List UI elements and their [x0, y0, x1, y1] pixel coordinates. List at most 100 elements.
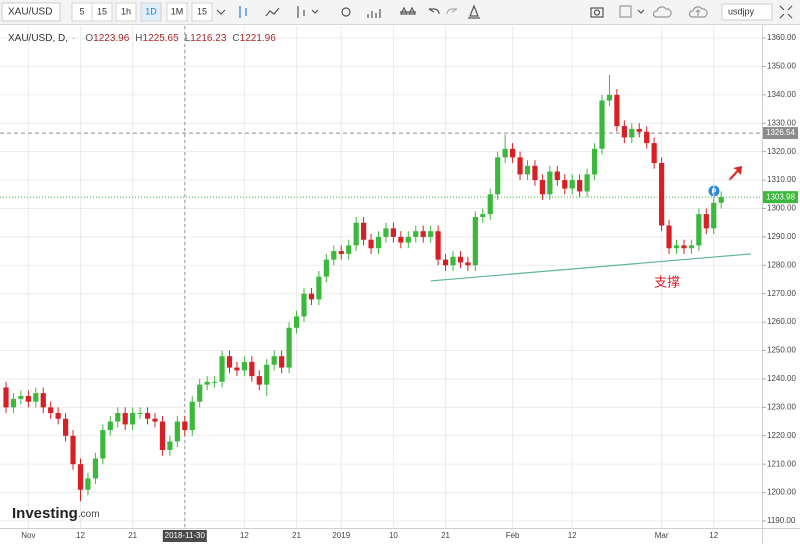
candle-body — [696, 214, 702, 246]
ohlc-legend: XAU/USD, D, · O1223.96 H1225.65 L1216.23 C122… — [8, 33, 276, 44]
candle-body — [472, 216, 478, 266]
candle-body — [85, 478, 91, 490]
candle-body — [189, 401, 195, 431]
plot — [0, 26, 762, 528]
candle-body — [614, 94, 620, 127]
candle-body — [107, 421, 113, 431]
candle-body — [495, 157, 501, 195]
candle-body — [584, 174, 590, 192]
candle-body — [346, 245, 352, 254]
x-tick-label: 21 — [128, 531, 137, 540]
interval-button[interactable] — [166, 2, 188, 22]
candle-body — [115, 413, 121, 422]
interval-label: 15 — [197, 6, 207, 16]
candle-body — [368, 239, 374, 249]
candle-body — [130, 413, 136, 425]
candle-body — [286, 327, 292, 368]
y-tick-label: 1350.00 — [767, 62, 796, 71]
arrow-icon — [728, 166, 742, 181]
candle-body — [92, 458, 98, 479]
candle-body — [40, 393, 46, 408]
candle-body — [524, 165, 531, 175]
candle-body — [502, 148, 508, 158]
y-tick-label: 1330.00 — [767, 118, 796, 127]
candle-body — [718, 197, 724, 203]
candle-body — [487, 194, 493, 215]
candle-body — [3, 387, 9, 408]
candle-body — [383, 228, 389, 237]
y-tick-label: 1320.00 — [767, 147, 796, 156]
y-tick-label: 1220.00 — [767, 431, 796, 440]
interval-label: 15 — [97, 6, 107, 16]
trendline — [430, 253, 752, 282]
interval-button[interactable] — [191, 2, 213, 22]
x-tick-label: 12 — [76, 531, 85, 540]
x-tick-label: 21 — [441, 531, 450, 540]
price-tag — [763, 191, 798, 204]
interval-button[interactable] — [115, 2, 137, 22]
candle-body — [308, 293, 315, 300]
y-tick-label: 1210.00 — [767, 459, 796, 468]
candle-body — [279, 356, 285, 368]
logo-suffix: .com — [78, 509, 100, 520]
y-tick-label: 1240.00 — [767, 374, 796, 383]
legend-dot: · — [72, 33, 75, 44]
candle-body — [219, 356, 225, 382]
legend-value: 1221.96 — [240, 33, 277, 44]
candle-body — [606, 94, 613, 101]
candle-body — [353, 222, 359, 246]
y-tick-label: 1280.00 — [767, 260, 796, 269]
instrument-box[interactable] — [1, 2, 61, 22]
x-tick-label: 2019 — [332, 531, 350, 540]
legend-value: 1223.96 — [93, 33, 130, 44]
legend-key: H — [135, 33, 142, 44]
candle-body — [10, 398, 17, 408]
candle-body — [301, 293, 307, 317]
interval-button[interactable] — [140, 2, 162, 22]
compare-box[interactable] — [721, 3, 773, 21]
candle-body — [204, 381, 210, 385]
candle-body — [659, 163, 665, 226]
candle-body — [591, 148, 598, 175]
x-tick-label: Mar — [655, 531, 669, 540]
y-tick-label: 1190.00 — [767, 516, 796, 525]
candle-body — [621, 126, 627, 138]
candle-body — [361, 222, 367, 240]
candle-body — [48, 407, 54, 414]
candle-body — [666, 225, 672, 249]
candle-body — [599, 100, 605, 149]
x-tick-label: 12 — [709, 531, 718, 540]
crosshair-label-bg — [162, 530, 207, 542]
interval-label: 1M — [171, 6, 184, 16]
candle-body — [226, 356, 233, 368]
candle-body — [547, 171, 553, 195]
candle-body — [413, 231, 419, 237]
candle-body — [398, 236, 404, 243]
candle-body — [137, 413, 143, 415]
candle-body — [159, 421, 166, 450]
candle-body — [241, 361, 247, 371]
interval-label: 1D — [145, 6, 157, 16]
candle-body — [450, 256, 456, 266]
candle-body — [703, 214, 709, 229]
candle-body — [375, 236, 382, 249]
x-tick-label: 2018-11-30 — [165, 531, 206, 540]
x-tick-label: 12 — [568, 531, 577, 540]
y-tick-label: 1270.00 — [767, 289, 796, 298]
candle-body — [480, 214, 486, 217]
price-tag-label: 1326.54 — [766, 128, 795, 137]
logo: Investing.com — [12, 505, 100, 522]
candle-body — [271, 356, 277, 365]
candle-body — [651, 143, 657, 164]
legend-value: 1225.65 — [143, 33, 180, 44]
candle-body — [212, 381, 218, 383]
candle-body — [644, 131, 650, 144]
price-tag-label: 1303.98 — [766, 192, 795, 201]
candle-body — [249, 361, 255, 377]
legend-value: 1216.23 — [190, 33, 227, 44]
interval-button[interactable] — [91, 2, 113, 22]
legend-key: O — [85, 33, 93, 44]
x-tick-label: 21 — [292, 531, 301, 540]
